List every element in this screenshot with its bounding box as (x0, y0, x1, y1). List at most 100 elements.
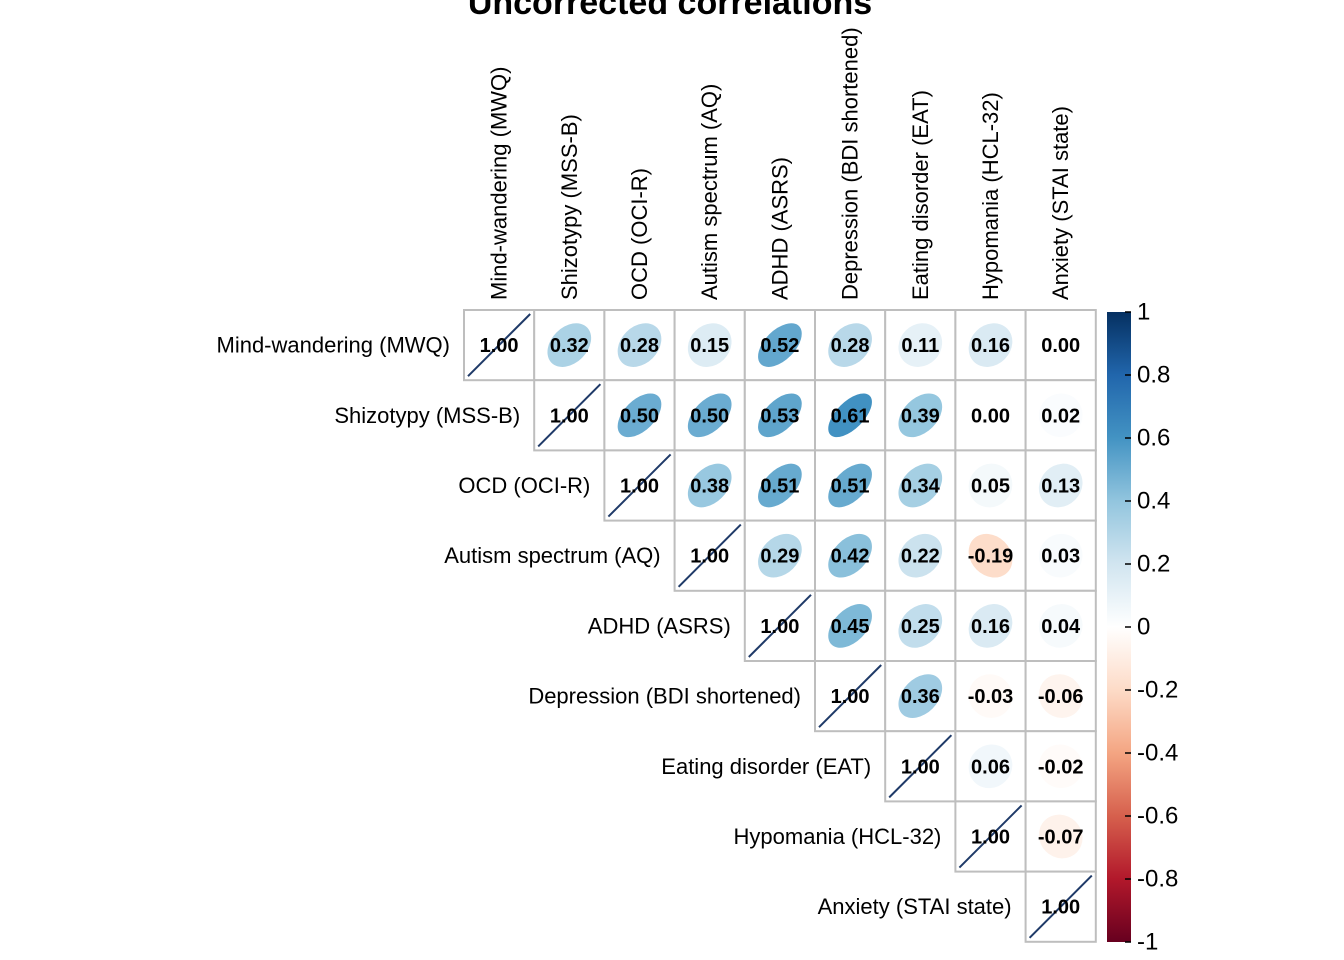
correlation-value: 1.00 (690, 546, 729, 568)
column-label: Mind-wandering (MWQ) (487, 67, 512, 301)
color-legend-tick-label: 1 (1137, 299, 1150, 326)
correlation-value: 0.06 (971, 756, 1010, 778)
row-label: Shizotypy (MSS-B) (334, 403, 520, 428)
correlation-value: 0.03 (1041, 546, 1080, 568)
correlation-cell: 0.29 (743, 519, 816, 592)
correlation-value: 0.50 (620, 405, 659, 427)
row-labels: Mind-wandering (MWQ) Shizotypy (MSS-B) OCD… (217, 333, 1012, 920)
correlation-ellipse (1038, 814, 1083, 859)
correlation-ellipse (828, 463, 872, 508)
correlation-cell: 0.22 (884, 519, 957, 592)
correlation-ellipse (1038, 674, 1083, 718)
correlation-cell: 0.32 (533, 309, 606, 382)
correlation-value: 0.22 (901, 546, 940, 568)
row-label: Hypomania (HCL-32) (734, 824, 942, 849)
correlation-value: 0.50 (690, 405, 729, 427)
correlation-cell: 0.51 (814, 449, 887, 522)
column-label: Shizotypy (MSS-B) (557, 114, 582, 300)
correlation-ellipse (1038, 463, 1083, 508)
correlation-value: 0.02 (1041, 405, 1080, 427)
column-label: Depression (BDI shortened) (838, 27, 863, 300)
correlation-ellipse (968, 463, 1013, 508)
correlation-cell: 0.03 (1024, 519, 1097, 592)
correlation-cell: 1.00 (743, 589, 816, 662)
color-legend-tick-label: -0.6 (1137, 803, 1178, 830)
column-labels: Mind-wandering (MWQ) Shizotypy (MSS-B) OCD… (487, 27, 1074, 300)
correlation-value: 1.00 (831, 686, 870, 708)
correlation-cell: 0.16 (954, 309, 1027, 382)
correlation-value: 0.04 (1041, 616, 1081, 638)
correlation-ellipse (617, 323, 662, 367)
correlation-ellipse (687, 463, 732, 508)
correlation-cell: 0.50 (673, 379, 746, 452)
diagonal-mark (748, 594, 812, 658)
correlation-grid: 1.00 0.32 0.28 0.15 0.52 0.28 0.11 0.16 0.00 1.00… (463, 309, 1097, 943)
correlation-value: 1.00 (901, 756, 940, 778)
correlation-value: -0.19 (968, 546, 1014, 568)
diagonal-mark (467, 313, 531, 377)
color-legend: 1 0.8 0.6 0.4 0.2 0 -0.2 -0.4 -0.6 -0.8 -1 (1107, 299, 1178, 956)
diagonal-mark (1028, 874, 1093, 939)
correlation-value: 1.00 (971, 827, 1010, 849)
correlation-cell: 0.02 (1024, 379, 1097, 452)
correlation-cell: 0.16 (954, 589, 1027, 662)
correlation-cell: 0.06 (954, 730, 1027, 803)
correlation-ellipse (758, 463, 802, 508)
color-legend-tick-label: -1 (1137, 929, 1158, 956)
correlation-cell: -0.02 (1024, 730, 1097, 803)
column-label: Anxiety (STAI state) (1048, 106, 1073, 300)
correlation-cell: 0.39 (884, 379, 957, 452)
correlation-cell: -0.06 (1024, 660, 1097, 733)
correlation-value: 1.00 (480, 335, 519, 357)
correlation-value: 0.16 (971, 616, 1010, 638)
correlation-ellipse (1038, 744, 1083, 789)
correlation-cell: 0.11 (884, 309, 957, 382)
row-label: Autism spectrum (AQ) (444, 543, 660, 568)
correlation-cell: 0.52 (743, 309, 816, 382)
correlation-cell: 0.34 (884, 449, 957, 522)
color-legend-tick-label: 0.2 (1137, 551, 1170, 578)
correlation-value: 0.15 (690, 335, 729, 357)
diagonal-mark (818, 664, 882, 728)
correlation-ellipse (968, 533, 1013, 578)
row-label: OCD (OCI-R) (458, 473, 590, 498)
row-label: ADHD (ASRS) (588, 613, 731, 638)
correlation-value: 0.45 (831, 616, 870, 638)
color-legend-tick-label: 0.6 (1137, 425, 1170, 452)
correlation-cell: 1.00 (1024, 870, 1097, 943)
correlation-cell: 1.00 (814, 660, 887, 733)
diagonal-mark (677, 523, 742, 588)
correlation-cell: 0.45 (814, 589, 887, 662)
correlation-ellipse (968, 744, 1013, 789)
correlation-value: 0.16 (971, 335, 1010, 357)
correlation-ellipse (968, 393, 1013, 438)
diagonal-mark (888, 734, 953, 799)
column-label: Autism spectrum (AQ) (697, 84, 722, 300)
correlation-value: 0.61 (831, 405, 870, 427)
correlation-ellipse (1038, 533, 1083, 578)
correlation-cell: 1.00 (603, 449, 676, 522)
cell-border (814, 309, 887, 382)
correlation-cell: 0.13 (1024, 449, 1097, 522)
color-legend-tick-label: 0.4 (1137, 488, 1170, 515)
correlation-value: -0.02 (1038, 756, 1084, 778)
correlation-cell: 0.04 (1024, 589, 1097, 662)
correlation-cell: 0.51 (743, 449, 816, 522)
correlation-value: -0.06 (1038, 686, 1084, 708)
column-label: Eating disorder (EAT) (908, 90, 933, 300)
correlation-value: 0.25 (901, 616, 940, 638)
correlation-cell: 0.42 (814, 519, 887, 592)
correlation-cell: 1.00 (954, 800, 1027, 873)
correlation-ellipse (687, 323, 732, 367)
color-legend-tick-label: 0.8 (1137, 362, 1170, 389)
column-label: ADHD (ASRS) (767, 157, 792, 300)
correlation-ellipse (898, 604, 943, 648)
correlation-ellipse (968, 674, 1013, 718)
diagonal-mark (958, 804, 1023, 869)
correlation-cell: 1.00 (533, 379, 606, 452)
correlation-cell: -0.07 (1024, 800, 1097, 873)
correlation-cell: -0.19 (954, 519, 1027, 592)
row-label: Anxiety (STAI state) (818, 894, 1012, 919)
correlation-ellipse (1038, 604, 1083, 648)
